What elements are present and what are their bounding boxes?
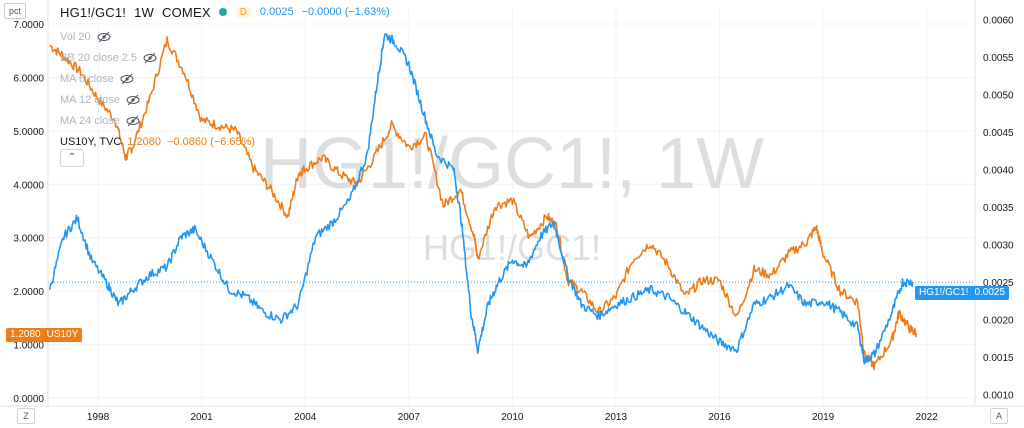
time-tick-label: 2013 bbox=[605, 412, 628, 423]
main-price-tag: HG1!/GC1! 0.0025 bbox=[915, 286, 1010, 300]
left-price-axis[interactable]: 0.0000 1.0000 2.0000 3.0000 4.0000 5.0000 6.00… bbox=[13, 20, 44, 405]
indicator-row[interactable]: MA 6 close bbox=[60, 68, 390, 89]
last-value: 0.0025 bbox=[259, 6, 294, 18]
watermark-title: HG1!/GC1!, 1W bbox=[260, 124, 764, 204]
symbol-label[interactable]: HG1!/GC1! bbox=[60, 4, 127, 20]
chevron-up-icon: ⌃ bbox=[67, 152, 77, 163]
left-tick-label: 0.0000 bbox=[13, 394, 44, 405]
right-tick-label: 0.0030 bbox=[983, 241, 1014, 252]
right-tick-label: 0.0020 bbox=[983, 316, 1014, 327]
left-tick-label: 7.0000 bbox=[13, 20, 44, 31]
collapse-legend-button[interactable]: ⌃ bbox=[60, 149, 84, 167]
time-tick-label: 2019 bbox=[812, 412, 835, 423]
main-series-legend: HG1!/GC1! 1W COMEX D 0.0025 −0.0000 (−1.… bbox=[60, 4, 390, 20]
indicator-label: BB 20 close 2.5 bbox=[60, 51, 138, 64]
zoom-button[interactable]: Z bbox=[17, 408, 35, 424]
status-dot-icon bbox=[218, 8, 227, 16]
right-tick-label: 0.0015 bbox=[983, 353, 1014, 364]
hidden-eye-icon[interactable] bbox=[126, 94, 140, 106]
right-tick-label: 0.0045 bbox=[983, 128, 1014, 139]
series-line-hg-gc-ratio bbox=[48, 32, 914, 365]
left-tick-label: 4.0000 bbox=[13, 180, 44, 191]
time-tick-label: 2004 bbox=[294, 412, 317, 423]
left-tick-label: 3.0000 bbox=[13, 234, 44, 245]
auto-scale-button[interactable]: A bbox=[990, 408, 1008, 424]
right-price-axis[interactable]: 0.0010 0.0015 0.0020 0.0025 0.0030 0.0035 0.00… bbox=[983, 15, 1014, 401]
right-tick-label: 0.0040 bbox=[983, 165, 1014, 176]
right-tick-label: 0.0050 bbox=[983, 90, 1014, 101]
percent-scale-button[interactable]: pct bbox=[4, 3, 26, 19]
interval-label[interactable]: 1W bbox=[134, 4, 155, 20]
right-tick-label: 0.0055 bbox=[983, 53, 1014, 64]
time-tick-label: 2010 bbox=[501, 412, 524, 423]
us10y-price-tag: 1.2080 US10Y bbox=[6, 328, 83, 342]
overlay-change: −0.0860 (−6.65%) bbox=[167, 135, 256, 148]
indicator-row[interactable]: BB 20 close 2.5 bbox=[60, 47, 390, 68]
hidden-eye-icon[interactable] bbox=[126, 115, 140, 127]
series-lines bbox=[48, 32, 918, 371]
left-tick-label: 1.0000 bbox=[13, 341, 44, 352]
indicator-label: MA 24 close bbox=[60, 114, 120, 127]
delay-badge[interactable]: D bbox=[234, 6, 252, 18]
indicator-row[interactable]: Vol 20 bbox=[60, 26, 390, 47]
right-tick-label: 0.0010 bbox=[983, 391, 1014, 402]
time-axis[interactable]: 1998 2001 2004 2007 2010 2013 2016 2019 2022 bbox=[87, 412, 938, 423]
time-tick-label: 2016 bbox=[708, 412, 731, 423]
overlay-legend: US10Y, TVC 1.2080 −0.0860 (−6.65%) bbox=[60, 131, 390, 152]
series-line-us10y bbox=[49, 36, 918, 371]
hidden-eye-icon[interactable] bbox=[143, 52, 157, 64]
time-tick-label: 2022 bbox=[916, 412, 939, 423]
indicator-label: MA 6 close bbox=[60, 72, 114, 85]
legend: HG1!/GC1! 1W COMEX D 0.0025 −0.0000 (−1.… bbox=[60, 4, 390, 152]
time-tick-label: 2001 bbox=[191, 412, 214, 423]
left-tick-label: 5.0000 bbox=[13, 127, 44, 138]
time-tick-label: 1998 bbox=[87, 412, 110, 423]
us10y-tag-value: 1.2080 bbox=[10, 329, 41, 340]
indicator-row[interactable]: MA 24 close bbox=[60, 110, 390, 131]
indicator-label: MA 12 close bbox=[60, 93, 120, 106]
us10y-tag-name: US10Y bbox=[46, 329, 79, 340]
left-tick-label: 2.0000 bbox=[13, 287, 44, 298]
overlay-last: 1.2080 bbox=[127, 135, 162, 148]
left-tick-label: 6.0000 bbox=[13, 73, 44, 84]
indicator-label: Vol 20 bbox=[60, 30, 91, 43]
main-tag-name: HG1!/GC1! bbox=[919, 287, 969, 298]
grid bbox=[48, 8, 975, 406]
overlay-symbol[interactable]: US10Y, TVC bbox=[60, 135, 122, 148]
right-tick-label: 0.0060 bbox=[983, 15, 1014, 26]
hidden-eye-icon[interactable] bbox=[97, 31, 111, 43]
exchange-label: COMEX bbox=[162, 4, 211, 20]
hidden-eye-icon[interactable] bbox=[120, 73, 134, 85]
right-tick-label: 0.0025 bbox=[983, 278, 1014, 289]
time-tick-label: 2007 bbox=[398, 412, 421, 423]
change-value: −0.0000 (−1.63%) bbox=[301, 6, 390, 18]
main-tag-value: 0.0025 bbox=[974, 287, 1006, 298]
right-tick-label: 0.0035 bbox=[983, 203, 1014, 214]
indicator-list: Vol 20 BB 20 close 2.5 MA 6 close MA 12 clo… bbox=[60, 26, 390, 131]
indicator-row[interactable]: MA 12 close bbox=[60, 89, 390, 110]
